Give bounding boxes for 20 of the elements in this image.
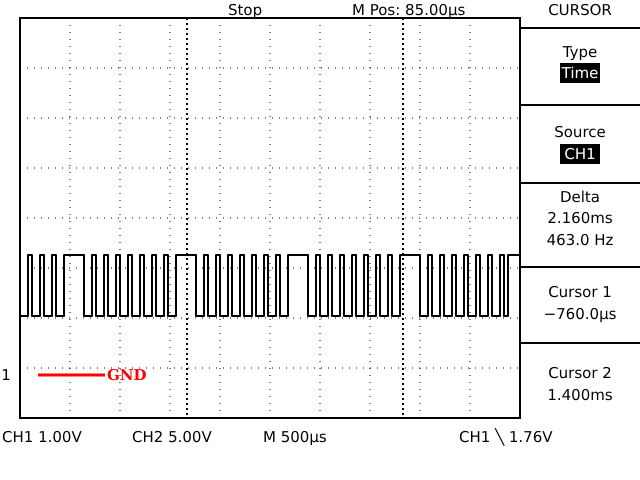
text: Delta (560, 188, 600, 206)
text: Cursor 2 (548, 364, 612, 382)
text: M Pos: 85.00µs (352, 1, 466, 19)
text: GND (107, 366, 147, 384)
text: Type (562, 43, 598, 61)
text: Time (560, 64, 598, 82)
text: 2.160ms (547, 209, 613, 227)
text: 1 (1, 366, 11, 384)
text: CH1 1.00V (2, 428, 82, 446)
text: 1.400ms (547, 386, 613, 404)
text: CH2 5.00V (132, 428, 212, 446)
text: Source (554, 123, 606, 141)
text: Stop (228, 1, 262, 19)
text: CH1 (564, 145, 596, 163)
text: 463.0 Hz (546, 231, 614, 249)
text: CURSOR (548, 1, 612, 19)
text: Cursor 1 (548, 283, 612, 301)
text: −760.0µs (544, 305, 617, 323)
text: M 500µs (263, 428, 327, 446)
text: CH1 ╲ 1.76V (459, 428, 554, 446)
